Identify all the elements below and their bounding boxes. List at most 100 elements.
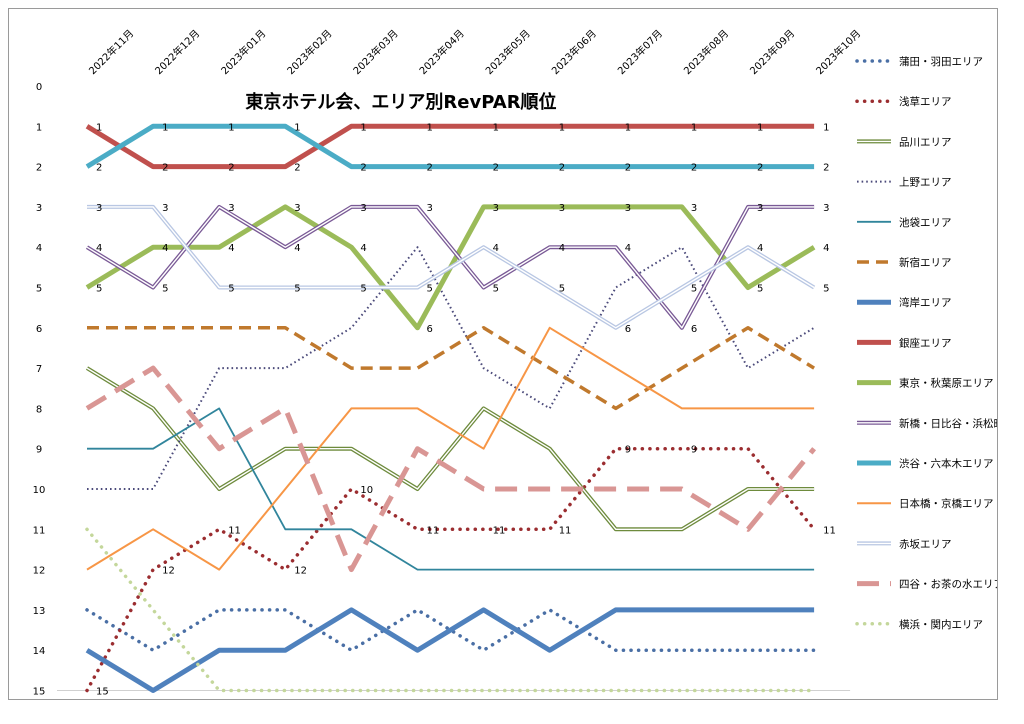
legend-item: 横浜・関内エリア xyxy=(855,618,983,631)
data-label: 3 xyxy=(228,203,234,214)
data-label: 5 xyxy=(493,284,499,295)
data-label: 6 xyxy=(625,324,631,335)
data-label: 5 xyxy=(96,284,102,295)
data-label: 2 xyxy=(493,163,499,174)
series-13-line xyxy=(85,365,817,573)
legend-label: 渋谷・六本木エリア xyxy=(899,457,994,470)
x-axis: 2022年11月 2022年12月 2023年01月 2023年02月 2023年03月… xyxy=(86,27,863,77)
data-label: 1 xyxy=(823,122,829,133)
y-tick-label: 10 xyxy=(33,485,46,496)
data-label: 2 xyxy=(96,163,102,174)
data-label: 2 xyxy=(360,163,366,174)
y-tick-label: 11 xyxy=(33,525,46,536)
data-label: 1 xyxy=(294,122,300,133)
series-lines xyxy=(85,123,817,693)
series-6-line xyxy=(85,607,815,693)
series-0-line xyxy=(85,608,816,652)
data-label: 5 xyxy=(757,284,763,295)
legend-label: 湾岸エリア xyxy=(899,296,952,309)
legend-label: 上野エリア xyxy=(899,177,952,189)
legend-item: 四谷・お茶の水エリア xyxy=(857,578,1004,591)
y-tick-label: 9 xyxy=(36,445,42,456)
chart-frame: 0 1 2 3 4 5 6 7 8 9 10 11 12 13 14 15 2022年11月 2022年12月 2… xyxy=(8,8,1004,700)
data-label: 2 xyxy=(294,163,300,174)
y-tick-label: 2 xyxy=(36,163,42,174)
data-label: 11 xyxy=(228,525,241,536)
data-label: 1 xyxy=(559,122,565,133)
data-label: 12 xyxy=(294,566,307,577)
series-11-line xyxy=(86,326,815,571)
legend-item: 池袋エリア xyxy=(857,216,952,229)
y-tick-label: 14 xyxy=(33,646,46,657)
legend-label: 蒲田・羽田エリア xyxy=(899,55,983,68)
x-tick-label: 2023年03月 xyxy=(350,27,400,77)
x-tick-label: 2022年12月 xyxy=(152,27,202,77)
data-label: 4 xyxy=(162,243,168,254)
data-label: 3 xyxy=(294,203,300,214)
data-label: 1 xyxy=(757,122,763,133)
data-label: 5 xyxy=(294,284,300,295)
legend-label: 浅草エリア xyxy=(899,95,952,108)
data-label: 15 xyxy=(96,687,109,698)
data-label: 10 xyxy=(360,485,373,496)
data-label: 1 xyxy=(691,122,697,133)
x-tick-label: 2023年06月 xyxy=(549,27,599,77)
legend-item: 蒲田・羽田エリア xyxy=(855,55,983,68)
y-tick-label: 13 xyxy=(33,606,46,617)
data-label: 9 xyxy=(691,445,697,456)
x-tick-label: 2023年01月 xyxy=(218,27,268,77)
legend: 蒲田・羽田エリア浅草エリア品川エリア上野エリア池袋エリア新宿エリア湾岸エリア銀座… xyxy=(855,55,1004,631)
x-tick-label: 2023年05月 xyxy=(483,27,533,77)
series-4-line xyxy=(87,407,815,571)
data-label: 3 xyxy=(823,203,829,214)
data-label: 4 xyxy=(625,243,631,254)
series-7-line xyxy=(85,123,815,170)
data-label: 1 xyxy=(427,122,433,133)
series-14-line xyxy=(85,527,816,693)
data-label: 4 xyxy=(757,243,763,254)
data-label: 9 xyxy=(625,445,631,456)
data-label: 1 xyxy=(493,122,499,133)
series-10-line xyxy=(85,123,815,170)
data-label: 5 xyxy=(360,284,366,295)
legend-label: 日本橋・京橋エリア xyxy=(899,497,994,510)
legend-item: 新宿エリア xyxy=(857,256,952,269)
legend-label: 品川エリア xyxy=(899,136,952,148)
data-label: 5 xyxy=(559,284,565,295)
x-tick-label: 2023年09月 xyxy=(747,27,797,77)
data-label: 11 xyxy=(823,525,836,536)
legend-item: 渋谷・六本木エリア xyxy=(857,457,994,470)
x-tick-label: 2023年08月 xyxy=(681,27,731,77)
series-9-line xyxy=(85,204,815,330)
data-label: 2 xyxy=(625,163,631,174)
series-3-line xyxy=(87,246,815,490)
data-label: 2 xyxy=(823,163,829,174)
legend-label: 横浜・関内エリア xyxy=(899,618,983,631)
data-label: 6 xyxy=(691,324,697,335)
series-2-line xyxy=(85,366,815,532)
x-tick-label: 2022年11月 xyxy=(86,27,136,77)
legend-item: 新橋・日比谷・浜松町 xyxy=(857,417,1004,430)
legend-item: 銀座エリア xyxy=(857,336,952,349)
y-tick-label: 3 xyxy=(36,203,42,214)
legend-item: 赤坂エリア xyxy=(857,538,952,550)
y-tick-label: 0 xyxy=(36,82,42,93)
data-label: 11 xyxy=(559,525,572,536)
legend-item: 浅草エリア xyxy=(855,95,952,108)
data-label: 2 xyxy=(228,163,234,174)
legend-item: 東京・秋葉原エリア xyxy=(857,377,994,390)
x-tick-label: 2023年04月 xyxy=(416,27,466,77)
series-12-line xyxy=(87,204,816,330)
data-label: 3 xyxy=(427,203,433,214)
y-tick-label: 8 xyxy=(36,404,42,415)
data-label: 3 xyxy=(757,203,763,214)
series-5-line xyxy=(87,326,816,411)
data-label: 3 xyxy=(96,203,102,214)
data-label: 4 xyxy=(228,243,234,254)
data-label: 1 xyxy=(162,122,168,133)
data-label: 3 xyxy=(493,203,499,214)
y-tick-label: 12 xyxy=(33,566,46,577)
data-label: 4 xyxy=(294,243,300,254)
y-tick-label: 7 xyxy=(36,364,42,375)
